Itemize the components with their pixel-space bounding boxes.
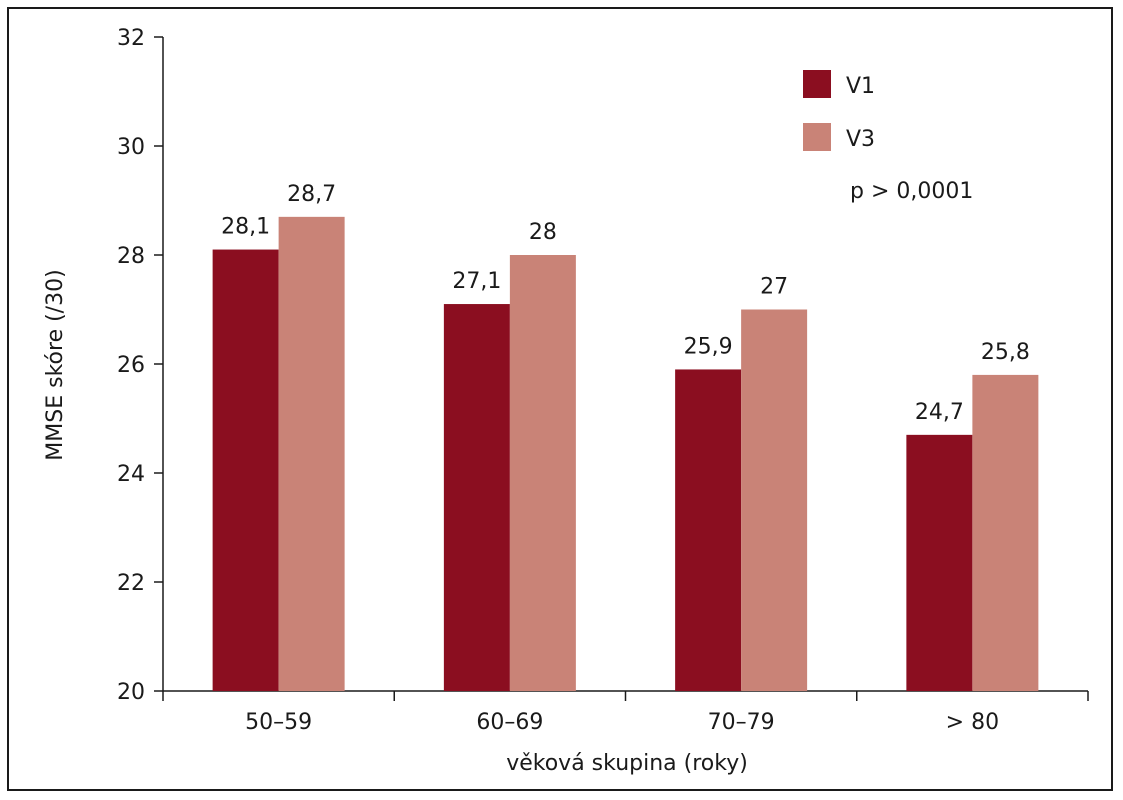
y-axis-title: MMSE skóre (/30) [43,269,68,460]
bar-value-labels: 28,1 27,1 25,9 24,7 28,7 28 27 25,8 [221,182,1030,425]
y-tick-label: 30 [117,135,145,160]
y-tick-label: 24 [117,462,145,487]
bar-v1 [906,434,973,691]
y-axis: 20 22 24 26 28 30 32 [117,26,164,705]
bars [212,216,1039,692]
bar-value-label: 25,9 [684,334,733,359]
y-tick-label: 26 [117,353,145,378]
bar-value-label: 27 [760,275,788,300]
y-tick-label: 22 [117,571,145,596]
bar-v1 [443,304,510,691]
x-tick-label: > 80 [946,710,999,735]
bar-v3 [509,255,576,691]
x-axis-title: věková skupina (roky) [506,751,748,776]
bar-v3 [972,374,1039,691]
bar-value-label: 28,7 [287,182,336,207]
y-tick-label: 32 [117,26,145,51]
bar-v3 [741,309,808,691]
p-value-annotation: p > 0,0001 [850,179,973,204]
legend-swatch [803,123,831,151]
x-tick-label: 50–59 [245,710,312,735]
bar-v1 [675,369,742,691]
bar-value-label: 25,8 [981,340,1030,365]
bar-value-label: 24,7 [915,400,964,425]
y-tick-label: 20 [117,680,145,705]
bar-value-label: 28,1 [221,215,270,240]
bar-v1 [212,249,279,692]
y-tick-label: 28 [117,244,145,269]
bar-value-label: 27,1 [452,269,501,294]
bar-v3 [278,216,345,691]
legend-label: V3 [846,127,875,152]
legend-label: V1 [846,74,875,99]
x-axis: 50–59 60–69 70–79 > 80 [162,690,1089,735]
x-tick-label: 60–69 [476,710,543,735]
legend: V1 V3 [803,70,875,152]
legend-swatch [803,70,831,98]
bar-value-label: 28 [529,220,557,245]
x-tick-label: 70–79 [708,710,775,735]
